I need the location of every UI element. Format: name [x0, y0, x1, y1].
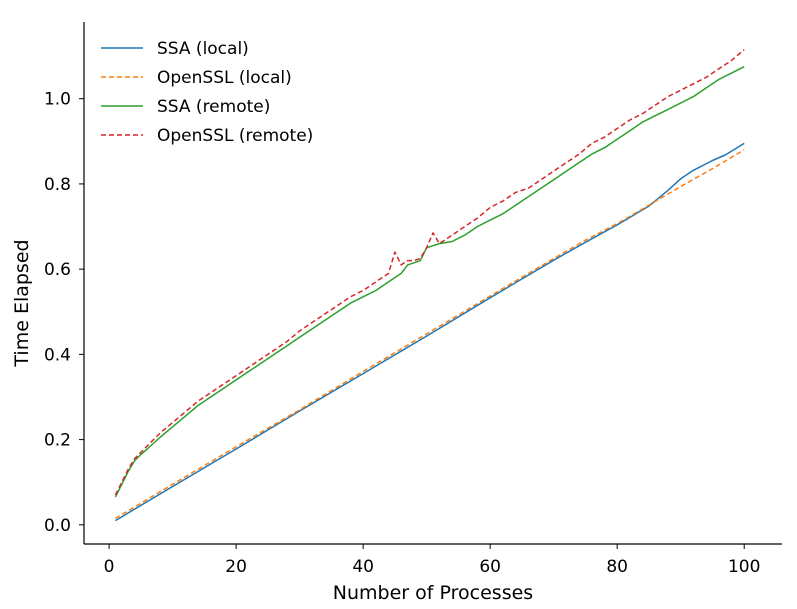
y-tick-label: 1.0 — [44, 90, 71, 110]
legend-label-ssa-remote: SSA (remote) — [157, 97, 270, 117]
x-tick-label: 100 — [728, 557, 760, 577]
legend-label-openssl-remote: OpenSSL (remote) — [157, 126, 313, 146]
series-line-ssa-remote — [114, 66, 745, 498]
x-axis-ticks: 0 20 40 60 80 100 — [104, 544, 760, 577]
x-axis-label: Number of Processes — [333, 582, 533, 604]
y-tick-label: 0.8 — [44, 175, 71, 195]
y-tick-label: 0.6 — [44, 260, 71, 280]
y-tick-label: 0.0 — [44, 516, 71, 536]
x-tick-label: 40 — [352, 557, 374, 577]
y-axis-ticks: 0.0 0.2 0.4 0.6 0.8 1.0 — [44, 90, 84, 536]
legend-label-ssa-local: SSA (local) — [157, 39, 249, 59]
x-tick-label: 60 — [479, 557, 501, 577]
series-line-ssa-local — [115, 142, 745, 522]
legend: SSA (local) OpenSSL (local) SSA (remote) Op… — [101, 39, 313, 146]
x-tick-label: 80 — [606, 557, 628, 577]
x-tick-label: 0 — [104, 557, 115, 577]
y-axis-label: Time Elapsed — [11, 239, 33, 367]
series-line-openssl-local — [115, 149, 745, 520]
series-layer — [114, 49, 745, 522]
y-tick-label: 0.2 — [44, 431, 71, 451]
y-tick-label: 0.4 — [44, 345, 71, 365]
legend-label-openssl-local: OpenSSL (local) — [157, 68, 292, 88]
x-tick-label: 20 — [225, 557, 247, 577]
series-line-openssl-remote — [114, 49, 745, 496]
